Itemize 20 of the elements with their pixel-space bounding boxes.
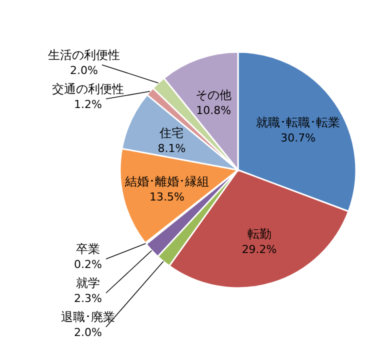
slice-label: 生活の利便性 bbox=[48, 48, 120, 62]
data-label: 10.8% bbox=[196, 104, 232, 118]
slice-label: 結婚･離婚･縁組 bbox=[124, 174, 209, 189]
slice-label: 住宅 bbox=[158, 126, 184, 140]
slice-label: 就職･転職･転業 bbox=[256, 115, 340, 130]
data-label: 13.5% bbox=[149, 190, 184, 204]
slice-label: 転勤 bbox=[247, 226, 272, 241]
data-label: 29.2% bbox=[242, 242, 277, 256]
data-label: 2.3% bbox=[74, 292, 102, 305]
slice-label: その他 bbox=[196, 88, 232, 102]
data-label: 2.0% bbox=[70, 64, 98, 77]
data-label: 8.1% bbox=[158, 142, 186, 156]
data-label: 30.7% bbox=[280, 131, 316, 144]
data-label: 0.2% bbox=[74, 258, 102, 271]
slice-label: 交通の利便性 bbox=[52, 82, 124, 96]
data-label: 1.2% bbox=[74, 98, 102, 111]
slice-label: 就学 bbox=[76, 276, 100, 290]
data-label: 2.0% bbox=[74, 326, 102, 339]
slice-label: 退職･廃業 bbox=[61, 310, 115, 324]
slice-label: 卒業 bbox=[76, 242, 100, 256]
